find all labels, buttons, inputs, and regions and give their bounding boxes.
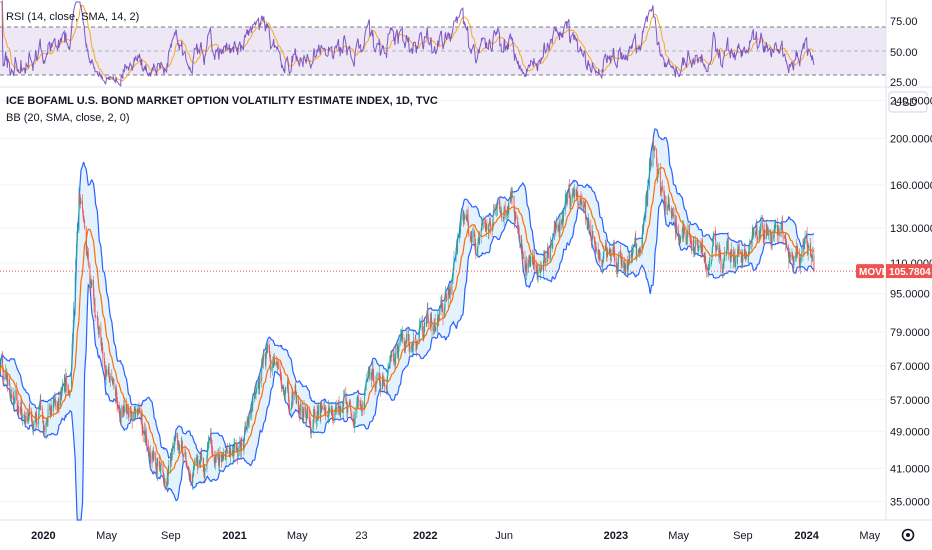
currency-button[interactable]: USD xyxy=(888,91,928,113)
indicator-label: BB (20, SMA, close, 2, 0) xyxy=(6,112,130,124)
price-tick-label: 67.0000 xyxy=(890,361,930,373)
symbol-tag-label: MOVE xyxy=(859,267,889,278)
price-tick-label: 57.0000 xyxy=(890,395,930,407)
candlestick-series xyxy=(0,137,815,491)
time-tick-label: 2023 xyxy=(604,530,628,542)
bollinger-lower xyxy=(0,198,815,521)
price-tick-label: 200.0000 xyxy=(890,133,932,145)
time-tick-label: Sep xyxy=(161,530,181,542)
time-tick-label: Jun xyxy=(495,530,513,542)
time-tick-label: Sep xyxy=(733,530,753,542)
time-tick-label: 23 xyxy=(355,530,367,542)
currency-label: USD xyxy=(894,97,917,109)
price-tick-label: 49.0000 xyxy=(890,426,930,438)
price-tick-label: 35.0000 xyxy=(890,496,930,508)
rsi-line xyxy=(0,1,815,87)
symbol-tag xyxy=(856,264,884,279)
time-tick-label: 2020 xyxy=(31,530,55,542)
main-title: ICE BOFAML U.S. BOND MARKET OPTION VOLAT… xyxy=(6,95,438,107)
rsi-axis: 75.00 50.00 25.00 xyxy=(890,16,918,89)
last-value-label: 105.7804 xyxy=(889,267,931,278)
rsi-tick-75: 75.00 xyxy=(890,16,918,28)
time-tick-label: May xyxy=(668,530,689,542)
bollinger-basis xyxy=(0,166,815,474)
price-tick-label: 41.0000 xyxy=(890,463,930,475)
time-tick-label: 2021 xyxy=(222,530,246,542)
price-tick-label: 240.0000 xyxy=(890,95,932,107)
bollinger-upper xyxy=(0,128,815,459)
time-tick-label: May xyxy=(96,530,117,542)
last-price-tags: MOVE 105.7804 xyxy=(856,264,932,279)
price-tick-label: 95.0000 xyxy=(890,288,930,300)
time-tick-label: May xyxy=(859,530,880,542)
rsi-label: RSI (14, close, SMA, 14, 2) xyxy=(6,11,139,23)
rsi-tick-25: 25.00 xyxy=(890,77,918,89)
last-value-tag xyxy=(886,264,932,279)
time-axis: 2020 May Sep 2021 May 23 2022 Jun 2023 May Sep 2024… xyxy=(31,530,881,542)
main-panel: ICE BOFAML U.S. BOND MARKET OPTION VOLAT… xyxy=(0,95,886,521)
time-tick-label: 2024 xyxy=(794,530,819,542)
gear-icon[interactable] xyxy=(901,528,915,542)
price-tick-label: 130.0000 xyxy=(890,223,932,235)
price-axis: 240.0000200.0000160.0000130.0000110.0000… xyxy=(890,95,932,508)
price-tick-label: 79.0000 xyxy=(890,327,930,339)
time-tick-label: 2022 xyxy=(413,530,437,542)
bollinger-band-fill xyxy=(0,128,814,520)
price-tick-label: 160.0000 xyxy=(890,180,932,192)
rsi-tick-50: 50.00 xyxy=(890,47,918,59)
time-tick-label: May xyxy=(287,530,308,542)
rsi-panel: RSI (14, close, SMA, 14, 2) xyxy=(0,0,886,87)
